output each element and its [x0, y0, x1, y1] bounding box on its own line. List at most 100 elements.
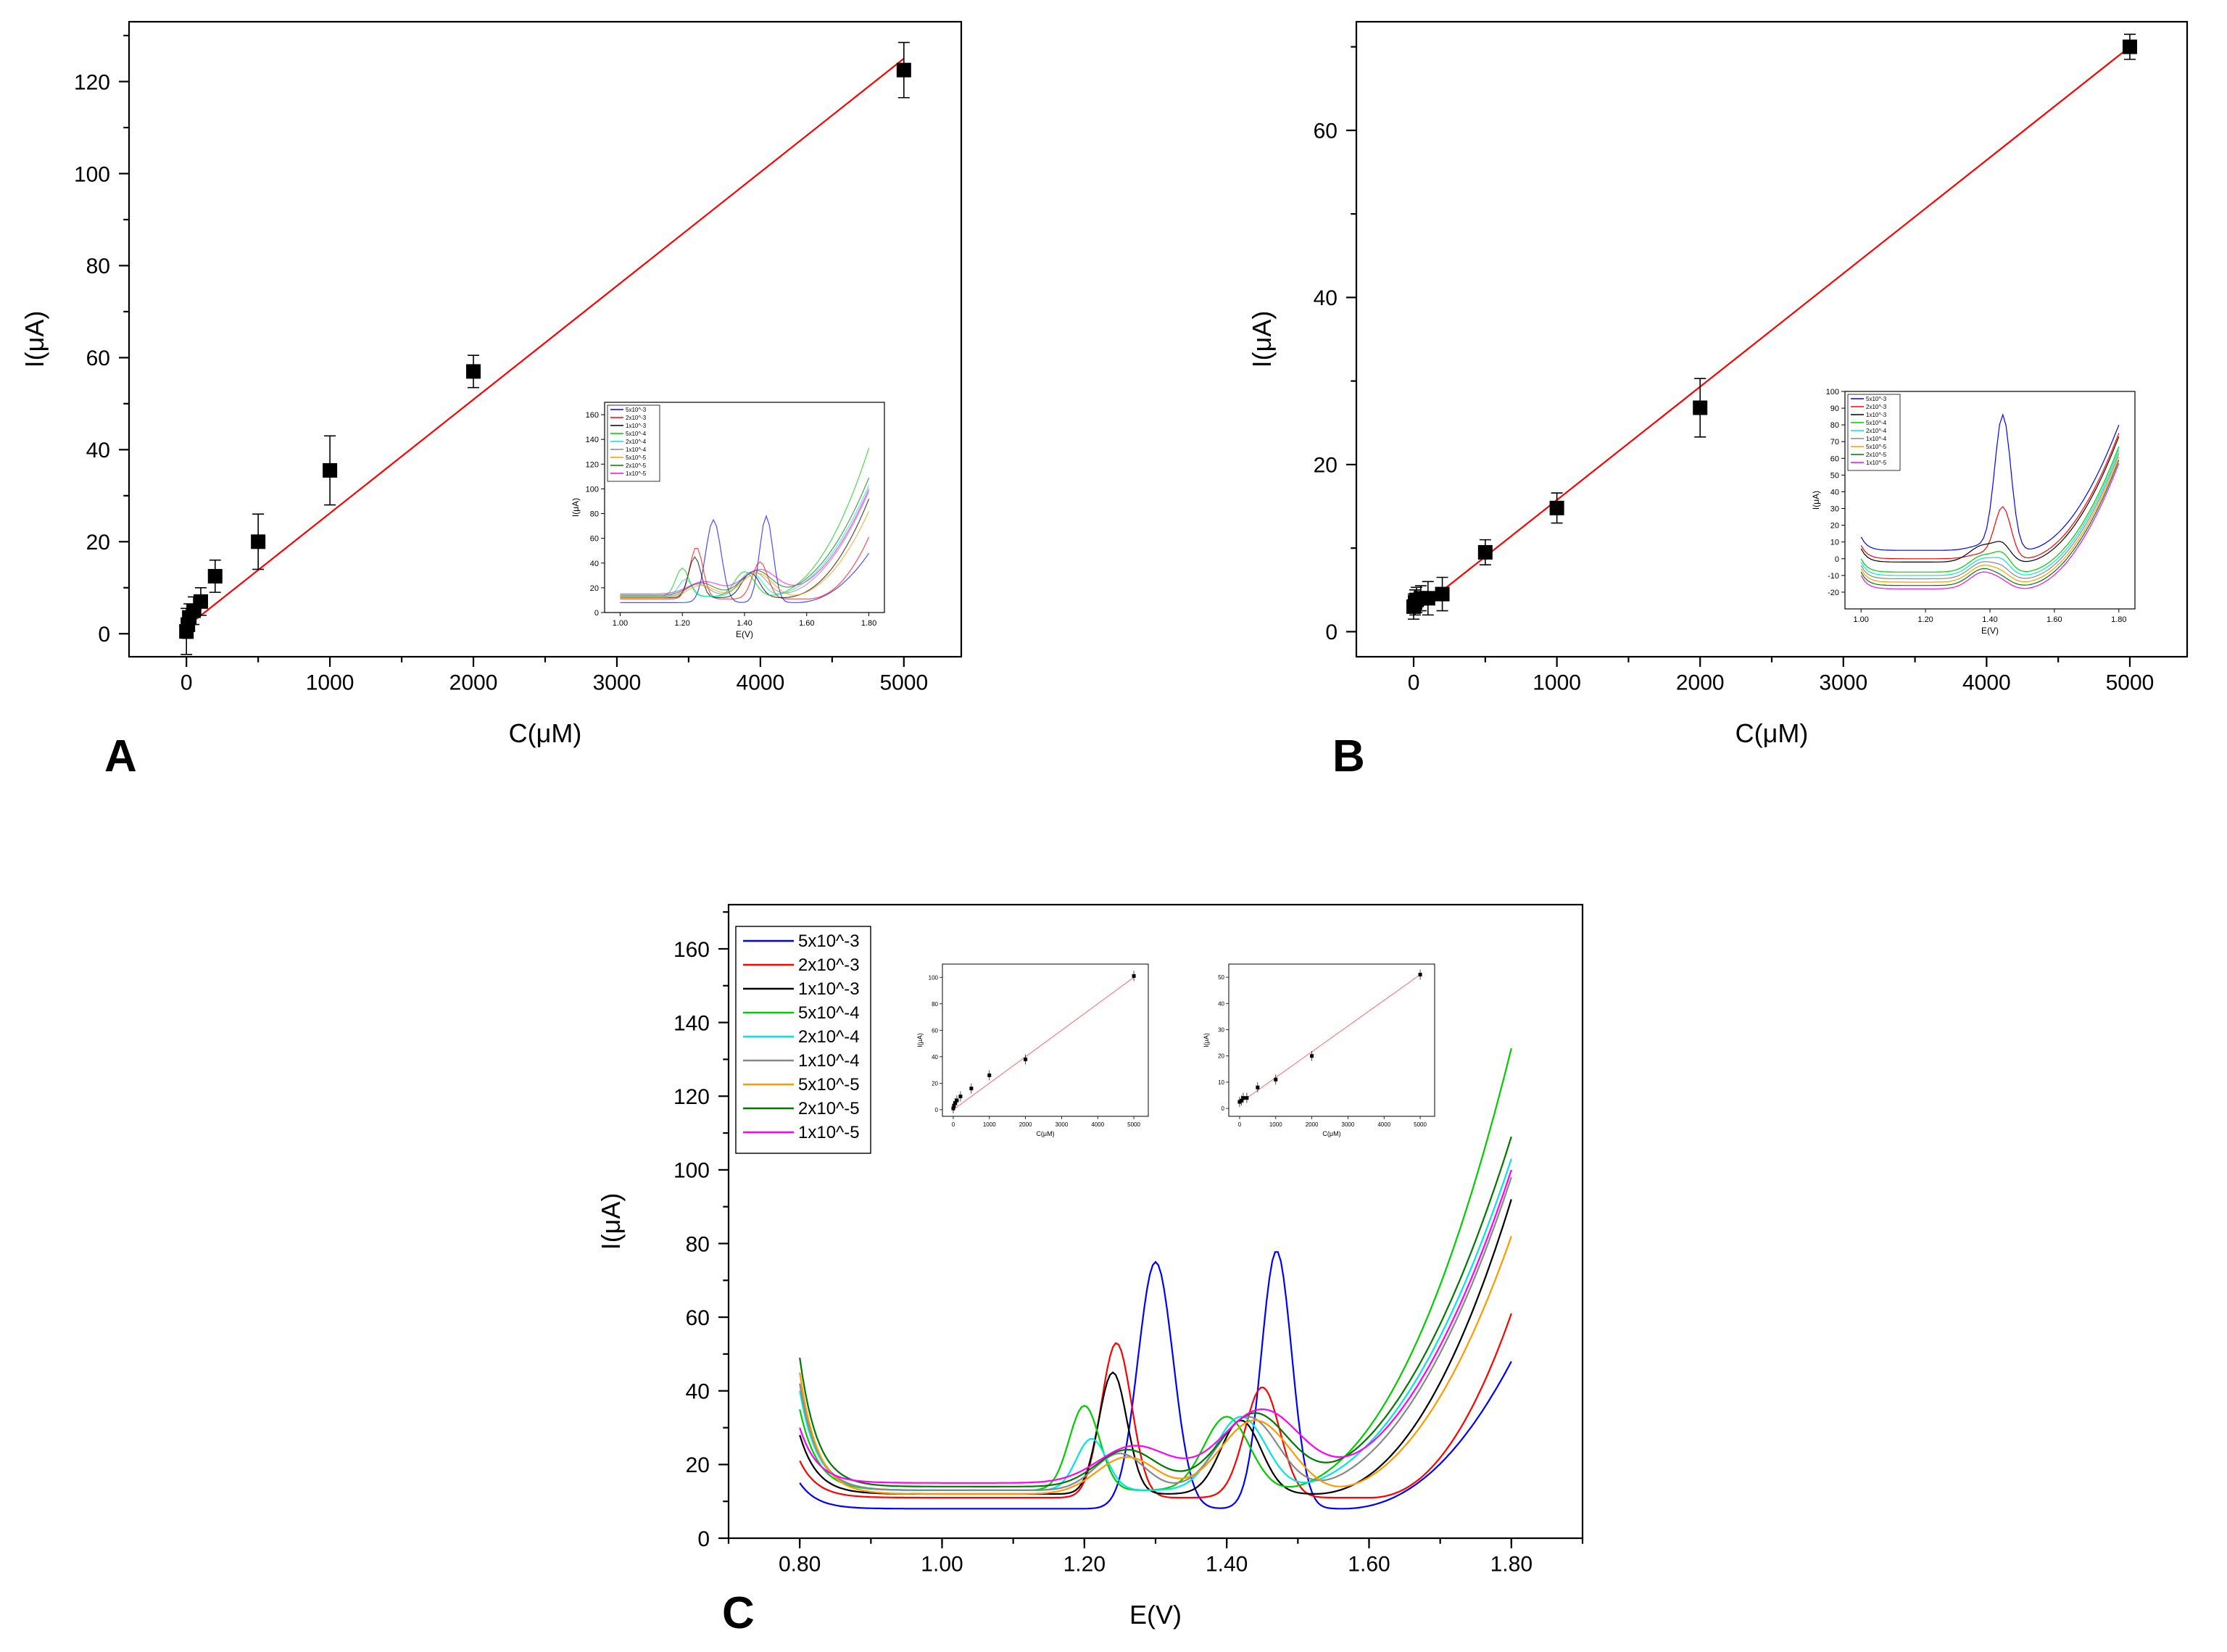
panel-C-inset-data-point — [1024, 1057, 1028, 1061]
panel-B-inset-legend-label: 1x10^-4 — [1866, 436, 1887, 442]
panel-C-series-line — [799, 1169, 1512, 1484]
panel-A-x-tick-label: 0 — [181, 671, 193, 695]
panel-C-inset-data-point — [1310, 1054, 1314, 1058]
panel-A-inset-legend-label: 5x10^-5 — [626, 454, 647, 461]
panel-B-x-axis-label: C(μM) — [1735, 718, 1809, 748]
panel-A-fit-line — [186, 57, 905, 628]
panel-A-inset-legend-label: 1x10^-4 — [626, 447, 647, 453]
panel-A-inset-x-tick-label: 1.40 — [737, 619, 752, 628]
panel-A-letter: A — [104, 731, 137, 781]
panel-C-inset-y-tick-label: 30 — [1218, 1027, 1224, 1034]
panel-A-y-tick-label: 0 — [98, 623, 110, 647]
panel-C-y-tick-label: 0 — [697, 1527, 710, 1551]
panel-B-inset-legend-label: 5x10^-5 — [1866, 444, 1887, 450]
panel-C-inset-y-tick-label: 0 — [935, 1107, 939, 1113]
panel-C-legend-label: 1x10^-4 — [798, 1051, 860, 1071]
panel-C-inset-data-point — [969, 1087, 974, 1091]
panel-A-inset-legend-label: 5x10^-3 — [626, 407, 647, 413]
panel-A-data-point — [193, 594, 208, 609]
panel-B-inset-x-tick-label: 1.40 — [1982, 615, 1997, 624]
panel-C-y-tick-label: 100 — [673, 1159, 710, 1183]
panel-A-data-point — [207, 568, 223, 584]
panel-C-inset-x-tick-label: 1000 — [1269, 1121, 1282, 1128]
panel-C-y-tick-label: 60 — [686, 1306, 710, 1330]
panel-C-y-tick-label: 40 — [686, 1380, 710, 1404]
panel-B-inset-series-line — [1860, 462, 2120, 589]
panel-B-inset-series-line — [1860, 413, 2120, 551]
panel-C-legend-label: 1x10^-3 — [798, 979, 860, 999]
panel-B-inset-legend-label: 5x10^-3 — [1866, 396, 1887, 402]
panel-B-inset-y-tick-label: 20 — [1830, 522, 1839, 531]
panel-B-inset-legend: 5x10^-3 2x10^-3 1x10^-3 5x10^-4 2x10^-4 1x10^… — [1847, 394, 1901, 471]
panel-A-y-tick-label: 60 — [86, 346, 110, 370]
panel-A-inset-y-tick-label: 140 — [586, 436, 599, 444]
panel-A-data-point — [466, 364, 481, 379]
panel-B-inset-y-tick-label: 40 — [1830, 488, 1839, 497]
panel-C-legend-label: 2x10^-3 — [798, 955, 860, 975]
panel-A-y-tick-label: 100 — [74, 162, 110, 186]
panel-C-legend-label: 2x10^-5 — [798, 1099, 860, 1118]
panel-A-y-tick-label: 120 — [74, 70, 110, 94]
panel-B-inset-y-tick-label: 50 — [1830, 471, 1839, 480]
panel-C-inset-y-tick-label: 20 — [932, 1080, 938, 1087]
panel-A-x-tick-label: 1000 — [306, 671, 354, 695]
panel-A-x-tick-label: 5000 — [879, 671, 928, 695]
panel-A-data-point — [251, 534, 266, 549]
panel-B-fit-line — [1413, 46, 2131, 614]
panel-B-y-axis-label: I(μA) — [1247, 311, 1277, 368]
panel-C-legend-label: 2x10^-4 — [798, 1027, 860, 1047]
panel-B-x-tick-label: 0 — [1408, 671, 1420, 695]
panel-C-inset-y-tick-label: 40 — [932, 1054, 938, 1060]
panel-C-inset-frame — [942, 963, 1149, 1117]
panel-C-inset-x-tick-label: 1000 — [983, 1121, 996, 1128]
panel-C-inset-x-tick-label: 5000 — [1127, 1121, 1140, 1128]
panel-B-data-point — [1549, 500, 1564, 515]
panel-A-inset-legend-label: 2x10^-5 — [626, 462, 647, 469]
panel-C-inset-fit-line — [953, 976, 1135, 1111]
panel-C-inset-y-tick-label: 20 — [1218, 1053, 1224, 1060]
panel-C-inset-y-tick-label: 0 — [1222, 1105, 1225, 1112]
panel-A-inset-y-tick-label: 20 — [590, 584, 599, 593]
panel-C-inset-x-tick-label: 2000 — [1019, 1121, 1032, 1128]
panel-C-series-line — [799, 1136, 1512, 1487]
panel-C-legend-label: 5x10^-4 — [798, 1003, 860, 1023]
panel-B-inset-y-tick-label: 0 — [1835, 555, 1839, 564]
panel-C-inset-data-point — [1418, 972, 1422, 976]
panel-A-data-point — [323, 462, 338, 478]
panel-B-data-point — [1420, 591, 1435, 606]
panel-A-inset-x-tick-label: 1.60 — [799, 619, 814, 628]
panel-B-inset-legend-label: 2x10^-4 — [1866, 428, 1887, 434]
panel-B-inset-y-tick-label: 90 — [1830, 404, 1839, 413]
panel-C-x-tick-label: 1.00 — [921, 1553, 963, 1577]
panel-A-inset-y-tick-label: 100 — [586, 485, 599, 494]
panel-C-inset-data-point — [987, 1073, 992, 1077]
panel-C-inset-data-point — [951, 1106, 955, 1111]
panel-A-inset-y-tick-label: 60 — [590, 535, 599, 544]
panel-A-inset-legend-label: 2x10^-4 — [626, 439, 647, 445]
panel-C-inset-x-tick-label: 5000 — [1414, 1121, 1427, 1128]
panel-B-inset-series-line — [1860, 446, 2120, 573]
panel-B-inset-legend-label: 2x10^-5 — [1866, 452, 1887, 458]
panel-B-inset-y-tick-label: 30 — [1830, 505, 1839, 514]
panel-B-inset-legend-label: 2x10^-3 — [1866, 404, 1887, 410]
panel-C-letter: C — [722, 1588, 755, 1638]
panel-C-inset-data-point — [1256, 1085, 1260, 1089]
panel-C-x-tick-label: 1.20 — [1063, 1553, 1106, 1577]
panel-B-inset-y-tick-label: 80 — [1830, 421, 1839, 430]
panel-A-x-tick-label: 4000 — [737, 671, 785, 695]
panel-C-y-axis-label: I(μA) — [596, 1193, 626, 1250]
panel-C-y-tick-label: 160 — [673, 938, 710, 962]
panel-C-inset-data-point — [1132, 974, 1136, 978]
panel-C: 0.80 1.00 1.20 1.40 1.60 1.800204060801001201… — [596, 903, 1584, 1638]
panel-B-y-tick-label: 0 — [1325, 620, 1338, 644]
panel-C-y-tick-label: 20 — [686, 1453, 710, 1477]
panel-A-x-tick-label: 3000 — [593, 671, 642, 695]
panel-B-y-tick-label: 60 — [1314, 120, 1338, 144]
panel-B-x-tick-label: 5000 — [2106, 671, 2155, 695]
panel-B-inset-series-line — [1860, 436, 2120, 563]
panel-A-y-tick-label: 80 — [86, 254, 110, 278]
panel-A-data-point — [896, 62, 911, 78]
panel-A-inset-x-label: E(V) — [736, 629, 753, 639]
panel-B-inset-series-line — [1860, 460, 2120, 586]
